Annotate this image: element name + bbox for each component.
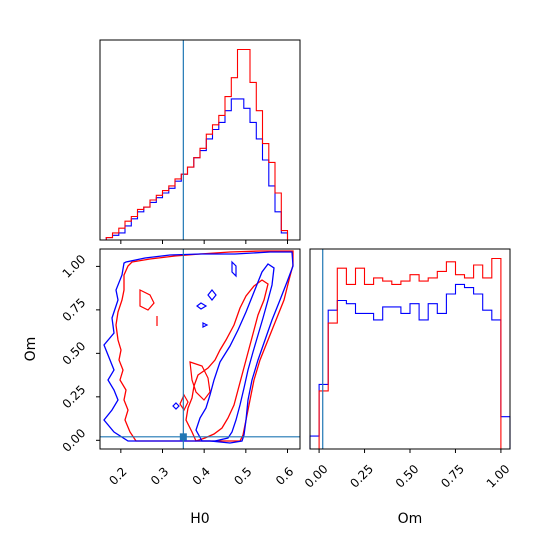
om-y-axis-label: Om — [23, 337, 39, 362]
red-outer-contour — [115, 250, 294, 442]
blue-small-contour-4 — [231, 260, 237, 278]
om-y-tick-label: 0.25 — [60, 382, 89, 411]
truth-point-marker — [179, 433, 187, 441]
blue-small-contour — [207, 289, 217, 301]
om-y-tick-label: 0.50 — [60, 339, 89, 368]
om-x-tick-label: 0.00 — [302, 462, 331, 491]
om-axis-label: Om — [398, 511, 423, 527]
om-x-tick-label: 1.00 — [484, 462, 513, 491]
om-hist-series-red — [310, 257, 510, 450]
om-x-tick-label: 0.50 — [393, 462, 422, 491]
blue-inner-contour — [195, 263, 275, 442]
red-small-contour-3 — [179, 393, 189, 412]
h0-x-tick-label: 0.6 — [273, 464, 296, 487]
om-y-tick-label: 0.75 — [60, 295, 89, 324]
h0-x-tick-label: 0.4 — [190, 464, 213, 487]
om-x-tick-label: 0.25 — [347, 462, 376, 491]
blue-small-contour-2 — [196, 302, 208, 310]
h0-axis-label: H0 — [190, 511, 209, 527]
red-small-contour — [139, 289, 155, 311]
h0-hist-series-blue — [100, 98, 300, 241]
h0-om-contour-frame — [99, 248, 301, 450]
h0-hist-series-red — [100, 48, 300, 241]
h0-x-tick-label: 0.2 — [106, 464, 129, 487]
om-marginal-panel: 0.00 0.25 0.50 0.75 1.00 — [302, 248, 513, 491]
h0-om-contour-panel: 0.2 0.3 0.4 0.5 0.6 0.00 0.25 0.50 0.75 1.00 — [60, 248, 301, 488]
h0-x-tick-label: 0.5 — [231, 464, 254, 487]
red-small-contour-2 — [189, 361, 211, 401]
om-y-tick-label: 0.00 — [60, 426, 89, 455]
om-y-tick-label: 1.00 — [60, 252, 89, 281]
red-inner-contour — [185, 279, 269, 442]
h0-x-tick-label: 0.3 — [148, 464, 171, 487]
om-x-tick-label: 0.75 — [438, 462, 467, 491]
blue-outer-contour — [103, 251, 294, 444]
h0-marginal-frame — [99, 39, 301, 241]
h0-marginal-panel — [99, 39, 301, 244]
blue-small-contour-5 — [202, 322, 209, 328]
om-hist-series-blue — [309, 283, 511, 449]
blue-small-contour-3 — [172, 402, 180, 410]
